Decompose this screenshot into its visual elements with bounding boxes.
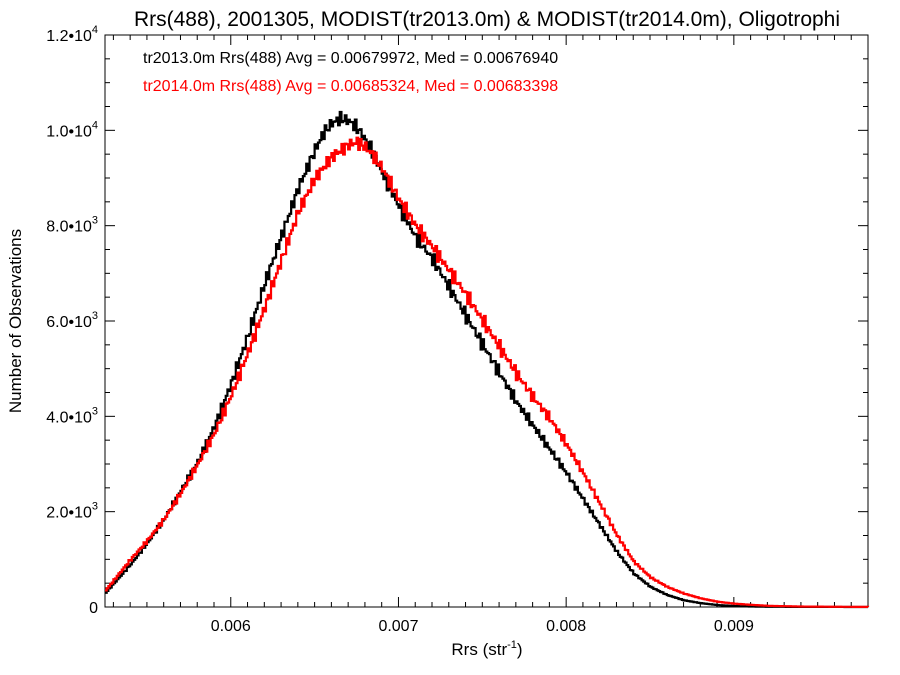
legend-entry-tr2013: tr2013.0m Rrs(488) Avg = 0.00679972, Med…	[143, 50, 558, 67]
y-tick-label: 1.0•104	[46, 119, 98, 140]
y-tick-base: 2.0•10	[46, 505, 92, 522]
y-tick-label: 0	[89, 600, 98, 617]
y-tick-exponent: 3	[92, 215, 98, 227]
y-axis-label: Number of Observations	[6, 229, 25, 413]
y-tick-base: 4.0•10	[46, 409, 92, 426]
y-tick-base: 6.0•10	[46, 314, 92, 331]
x-tick-label: 0.007	[378, 618, 418, 635]
y-tick-base: 8.0•10	[46, 219, 92, 236]
y-tick-label: 6.0•103	[46, 310, 98, 331]
y-tick-label: 8.0•103	[46, 215, 98, 236]
y-tick-exponent: 3	[92, 501, 98, 513]
y-tick-base: 1.0•10	[46, 123, 92, 140]
x-axis-label: Rrs (str-1)	[451, 639, 522, 659]
x-tick-label: 0.006	[211, 618, 251, 635]
x-axis-label-text: Rrs (str	[451, 640, 507, 659]
y-tick-exponent: 3	[92, 405, 98, 417]
series-line-tr2013.0m	[105, 110, 868, 609]
x-tick-label: 0.009	[714, 618, 754, 635]
y-tick-label: 4.0•103	[46, 405, 98, 426]
x-axis-label-end: )	[517, 640, 523, 659]
series-line-tr2014.0m	[105, 136, 870, 608]
y-tick-exponent: 4	[92, 119, 98, 131]
x-axis-ticks: 0.006 0.007 0.008 0.009	[112, 35, 852, 635]
x-tick-label: 0.008	[546, 618, 586, 635]
y-tick-base: 0	[89, 600, 98, 617]
y-tick-label: 2.0•103	[46, 501, 98, 522]
y-tick-label: 1.2•104	[46, 24, 98, 45]
y-tick-exponent: 4	[92, 24, 98, 36]
series-layer	[105, 110, 870, 609]
chart-title: Rrs(488), 2001305, MODIST(tr2013.0m) & M…	[134, 8, 840, 31]
y-axis-ticks: 02.0•1034.0•1036.0•1038.0•1031.0•1041.2•…	[46, 24, 868, 617]
legend-entry-tr2014: tr2014.0m Rrs(488) Avg = 0.00685324, Med…	[143, 78, 558, 95]
y-tick-exponent: 3	[92, 310, 98, 322]
x-axis-label-sup: -1	[507, 639, 517, 651]
y-tick-base: 1.2•10	[46, 28, 92, 45]
